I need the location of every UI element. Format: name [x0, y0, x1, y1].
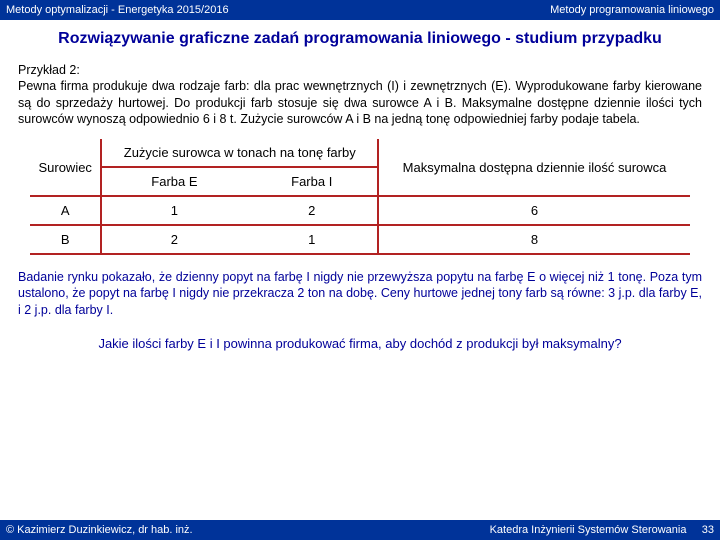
footer-left: © Kazimierz Duzinkiewicz, dr hab. inż. [6, 524, 193, 536]
col-header-max: Maksymalna dostępna dziennie ilość surow… [378, 139, 690, 196]
col-header-farba-i: Farba I [246, 167, 378, 196]
col-header-surowiec: Surowiec [30, 139, 101, 196]
header-right: Metody programowania liniowego [550, 4, 714, 16]
table-cell: B [30, 225, 101, 254]
footer-dept: Katedra Inżynierii Systemów Sterowania [490, 524, 687, 536]
table-cell: A [30, 196, 101, 225]
table-cell: 2 [246, 196, 378, 225]
table-cell: 1 [101, 196, 246, 225]
question-text: Jakie ilości farby E i I powinna produko… [40, 336, 680, 353]
footer-right: Katedra Inżynierii Systemów Sterowania 3… [490, 524, 714, 536]
example-label: Przykład 2: [18, 63, 80, 77]
example-body: Pewna firma produkuje dwa rodzaje farb: … [18, 79, 702, 126]
table-cell: 6 [378, 196, 690, 225]
col-header-zuzycie: Zużycie surowca w tonach na tonę farby [101, 139, 378, 167]
header-left: Metody optymalizacji - Energetyka 2015/2… [6, 4, 229, 16]
table-cell: 1 [246, 225, 378, 254]
header-bar: Metody optymalizacji - Energetyka 2015/2… [0, 0, 720, 20]
page-number: 33 [702, 524, 714, 536]
page-title: Rozwiązywanie graficzne zadań programowa… [40, 30, 680, 48]
table-cell: 2 [101, 225, 246, 254]
intro-text: Przykład 2: Pewna firma produkuje dwa ro… [18, 62, 702, 127]
col-header-farba-e: Farba E [101, 167, 246, 196]
table-cell: 8 [378, 225, 690, 254]
footer-bar: © Kazimierz Duzinkiewicz, dr hab. inż. K… [0, 520, 720, 540]
market-note: Badanie rynku pokazało, że dzienny popyt… [18, 269, 702, 318]
data-table: Surowiec Zużycie surowca w tonach na ton… [30, 139, 690, 255]
